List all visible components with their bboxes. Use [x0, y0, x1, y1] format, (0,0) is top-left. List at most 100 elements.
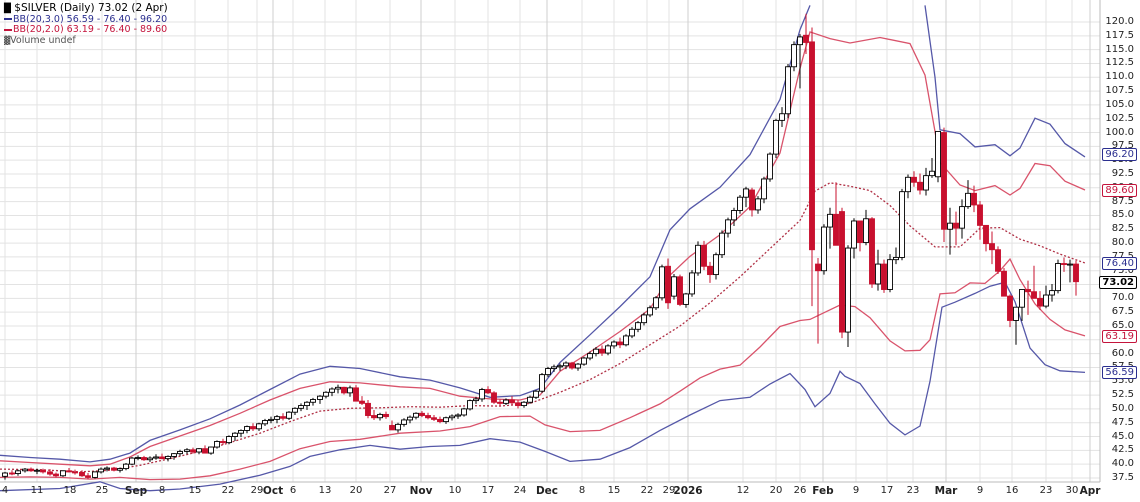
candle-body [135, 457, 141, 459]
candle-body [53, 473, 59, 477]
price-tag: 96.20 [1102, 147, 1137, 161]
candle-body [905, 176, 911, 193]
candle-body [917, 181, 923, 191]
candle-body [22, 468, 28, 472]
x-tick-label: Nov [409, 485, 433, 497]
candle-body [262, 420, 268, 425]
candle-body [190, 449, 196, 453]
x-tick-label: 17 [880, 485, 894, 496]
x-tick-label: Sep [124, 485, 148, 497]
candle-body [66, 470, 72, 473]
candle-body [653, 297, 659, 309]
candle-body [1001, 270, 1007, 297]
x-tick-label: 8 [578, 485, 586, 496]
x-tick-label: 20 [349, 485, 363, 496]
y-tick-label: 85.0 [1111, 209, 1134, 221]
y-tick-label: 100.0 [1105, 126, 1134, 138]
x-tick-label: 27 [383, 485, 397, 496]
candle-body [629, 328, 635, 337]
candle-body [977, 204, 983, 226]
y-tick-label: 60.0 [1111, 347, 1134, 359]
candle-body [280, 416, 286, 419]
x-tick-label: 22 [640, 485, 654, 496]
candle-body [1061, 263, 1067, 265]
candle-body [605, 345, 611, 354]
candle-body [869, 218, 875, 285]
candle-body [383, 413, 389, 418]
y-tick-label: 102.5 [1105, 112, 1134, 124]
x-tick-label: 11 [30, 485, 44, 496]
candle-body [809, 41, 815, 251]
legend-volume-label: Volume undef [10, 34, 76, 46]
price-tag: 76.40 [1102, 256, 1137, 270]
bb3-lower-band [0, 281, 1086, 492]
x-tick-label: Mar [934, 485, 958, 497]
legend-bb2-label: BB(20,2.0) 63.19 - 76.40 - 89.60 [13, 24, 168, 35]
candle-body [371, 415, 377, 419]
candle-body [923, 175, 929, 191]
candle-body [147, 457, 153, 461]
candle-body [1025, 289, 1031, 293]
candle-body [196, 448, 202, 453]
candle-body [965, 192, 971, 208]
x-tick-label: 18 [63, 485, 77, 496]
candle-body [244, 426, 250, 431]
candle-body [635, 322, 641, 330]
candle-body [407, 416, 413, 421]
candle-body [202, 448, 208, 454]
y-tick-label: 75.0 [1111, 264, 1134, 276]
candle-body [250, 426, 256, 430]
x-tick-label: 26 [793, 485, 807, 496]
candle-body [208, 446, 214, 454]
x-tick-label: 29 [250, 485, 264, 496]
y-tick-label: 42.5 [1111, 444, 1134, 456]
candle-body [953, 222, 959, 229]
candle-body [797, 36, 803, 46]
x-tick-label: 13 [318, 485, 332, 496]
y-tick-label: 97.5 [1111, 140, 1134, 152]
candle-body [863, 218, 869, 243]
candle-body [298, 405, 304, 409]
candle-body [177, 450, 183, 455]
candle-body [153, 456, 159, 459]
x-tick-label: 29 [662, 485, 676, 496]
x-tick-label: Feb [812, 485, 834, 497]
candle-body [1007, 295, 1013, 321]
candle-body [304, 401, 310, 407]
x-tick-label: 6 [289, 485, 297, 496]
y-tick-label: 52.5 [1111, 389, 1134, 401]
y-tick-label: 47.5 [1111, 416, 1134, 428]
y-tick-label: 77.5 [1112, 251, 1134, 262]
candle-body [359, 400, 365, 404]
candle-body [971, 192, 977, 206]
candle-body [455, 414, 461, 417]
chart-title-text: $SILVER (Daily) 73.02 (2 Apr) [14, 2, 168, 14]
candle-body [401, 419, 407, 425]
x-tick-label: 16 [1005, 485, 1019, 496]
legend-bb2: BB(20,2.0) 63.19 - 76.40 - 89.60 [4, 24, 168, 36]
candle-body [569, 362, 575, 369]
candle-body [123, 463, 129, 470]
candle-body [1019, 289, 1025, 308]
candle-body [761, 178, 767, 200]
y-tick-label: 115.0 [1105, 43, 1134, 55]
candle-body [335, 386, 341, 390]
candle-body [329, 388, 335, 393]
candle-body [803, 34, 809, 43]
candle-body [887, 259, 893, 290]
candle-body [286, 411, 292, 419]
x-tick-label: 4 [1, 485, 9, 496]
candle-body [1067, 263, 1073, 266]
candle-body [220, 441, 226, 444]
candle-body [929, 170, 935, 177]
x-tick-label: 25 [95, 485, 109, 496]
candle-body [226, 436, 232, 444]
y-tick-label: 45.0 [1111, 430, 1134, 442]
candle-body [845, 247, 851, 333]
x-tick-label: 15 [607, 485, 621, 496]
candle-body [521, 401, 527, 407]
chart-legend: █ $SILVER (Daily) 73.02 (2 Apr) BB(20,3.… [4, 3, 168, 46]
candle-body [1031, 291, 1037, 299]
